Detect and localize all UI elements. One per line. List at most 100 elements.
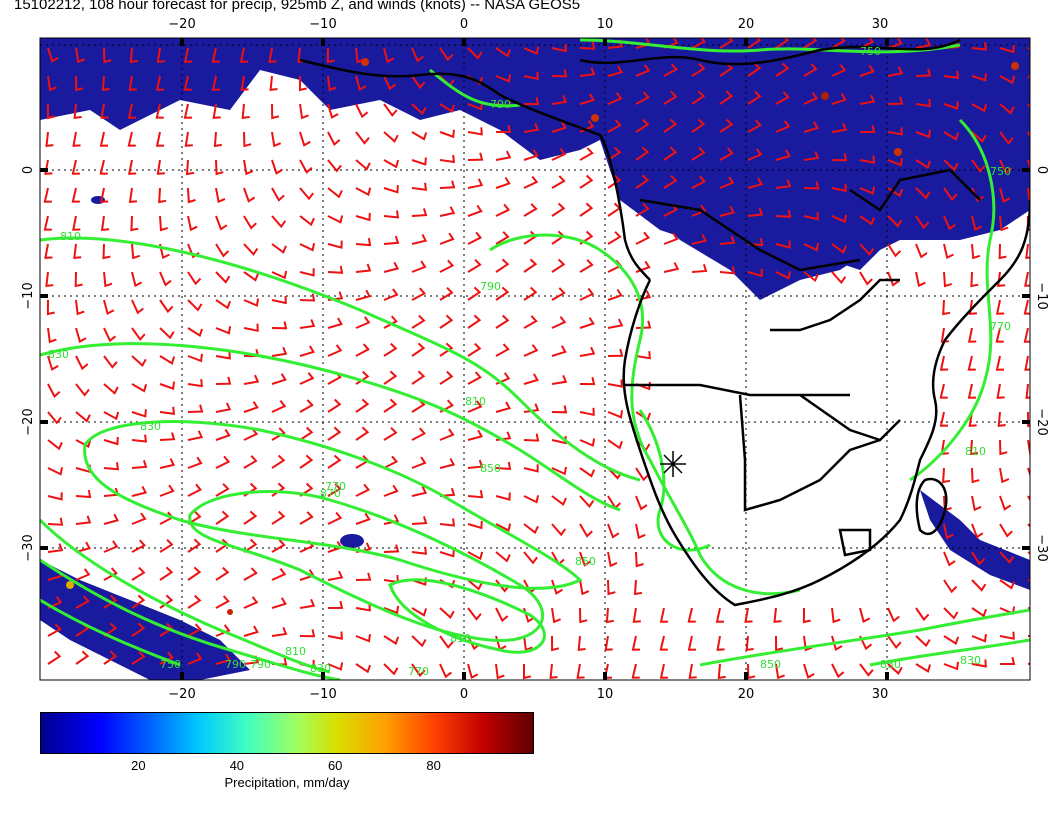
wind-barb xyxy=(719,266,736,275)
wind-barb xyxy=(158,187,167,204)
wind-barb xyxy=(383,75,397,91)
wind-barb xyxy=(159,484,175,497)
wind-barb xyxy=(131,485,148,497)
lon-tick-label: 0 xyxy=(460,687,468,700)
wind-barb xyxy=(467,371,482,385)
wind-barb xyxy=(383,159,400,169)
wind-barb xyxy=(939,383,948,399)
wind-barb xyxy=(327,600,344,609)
wind-barb xyxy=(579,551,592,567)
map-frame xyxy=(39,37,1031,681)
wind-barb xyxy=(411,546,428,555)
wind-barb xyxy=(467,152,484,161)
wind-barb xyxy=(75,541,91,553)
wind-barb xyxy=(271,482,286,497)
wind-barb xyxy=(523,433,540,442)
wind-barb xyxy=(579,467,596,478)
wind-barb xyxy=(159,538,174,553)
wind-barb xyxy=(523,523,539,535)
precip-central-africa xyxy=(600,90,900,300)
wind-barb xyxy=(299,131,311,147)
wind-barb xyxy=(187,379,203,388)
wind-barb xyxy=(1000,656,1016,665)
wind-barb xyxy=(995,355,1005,371)
wind-barb xyxy=(607,523,620,539)
wind-barb xyxy=(102,243,111,260)
wind-barb xyxy=(439,607,455,619)
border-angola-namibia xyxy=(625,383,850,397)
wind-barb xyxy=(75,595,90,609)
wind-barb xyxy=(971,579,987,592)
station-cross-icon[interactable] xyxy=(660,451,686,477)
wind-barb xyxy=(887,96,904,105)
wind-barb xyxy=(579,407,595,417)
wind-barb xyxy=(859,663,874,677)
wind-barb xyxy=(411,47,424,63)
wind-barb xyxy=(467,607,482,621)
wind-barb xyxy=(607,174,622,189)
wind-barb xyxy=(243,567,258,581)
lon-tick-label: −10 xyxy=(309,687,336,700)
wind-barb xyxy=(187,215,198,232)
wind-barb xyxy=(939,411,949,427)
wind-barb xyxy=(155,103,164,119)
wind-barb xyxy=(999,579,1016,590)
wind-barb xyxy=(211,75,221,91)
wind-barb xyxy=(719,90,734,105)
wind-barb xyxy=(439,549,455,558)
wind-barb xyxy=(576,663,585,679)
wind-barb xyxy=(859,124,876,133)
wind-barb xyxy=(215,215,228,231)
wind-barb xyxy=(579,579,590,596)
wind-barb xyxy=(185,159,195,176)
wind-barb xyxy=(579,93,595,105)
wind-barb xyxy=(131,327,146,342)
wind-barb xyxy=(299,76,308,92)
wind-barb xyxy=(943,101,959,110)
wind-barb xyxy=(215,159,224,176)
wind-barb xyxy=(607,288,623,301)
lon-tick-label: −10 xyxy=(309,17,336,32)
wind-barb xyxy=(355,75,367,91)
wind-barb xyxy=(467,47,483,60)
forecast-map[interactable]: 750 790 750 810 790 830 810 830 850 870 … xyxy=(0,0,1056,700)
wind-barb xyxy=(999,44,1015,54)
wind-barb xyxy=(243,187,256,203)
wind-barb xyxy=(607,379,623,388)
wind-barb xyxy=(299,159,313,174)
wind-barb xyxy=(355,426,370,441)
wind-barb xyxy=(831,153,848,162)
wind-barb xyxy=(659,607,669,623)
wind-barb xyxy=(159,355,176,365)
wind-barb xyxy=(719,118,734,133)
wind-barb xyxy=(439,206,456,217)
wind-barb xyxy=(215,351,231,360)
wind-barb xyxy=(187,404,204,413)
wind-barb xyxy=(691,175,706,189)
wind-barb xyxy=(775,149,791,161)
wind-barb xyxy=(103,462,120,471)
contour-810-south xyxy=(40,518,331,674)
wind-barb xyxy=(239,47,249,63)
wind-barb xyxy=(943,215,956,231)
wind-barb xyxy=(44,159,53,175)
wind-barb xyxy=(159,327,175,340)
wind-barb xyxy=(467,663,479,679)
wind-barb xyxy=(411,131,428,141)
wind-barb xyxy=(411,486,428,497)
wind-barb xyxy=(635,118,650,133)
lat-tick-label: 0 xyxy=(21,166,36,174)
wind-barb xyxy=(551,523,567,537)
wind-barb xyxy=(131,622,146,637)
wind-barb xyxy=(635,523,646,540)
wind-barb xyxy=(299,598,316,609)
wind-barb xyxy=(691,90,706,105)
wind-barb xyxy=(75,75,84,92)
wind-barb xyxy=(467,178,484,189)
contour-label: 770 xyxy=(408,665,429,678)
wind-barb xyxy=(607,410,624,419)
wind-barb xyxy=(243,271,260,282)
wind-barb xyxy=(887,66,904,77)
wind-barb xyxy=(439,154,456,164)
lon-tick-label: −20 xyxy=(168,687,195,700)
